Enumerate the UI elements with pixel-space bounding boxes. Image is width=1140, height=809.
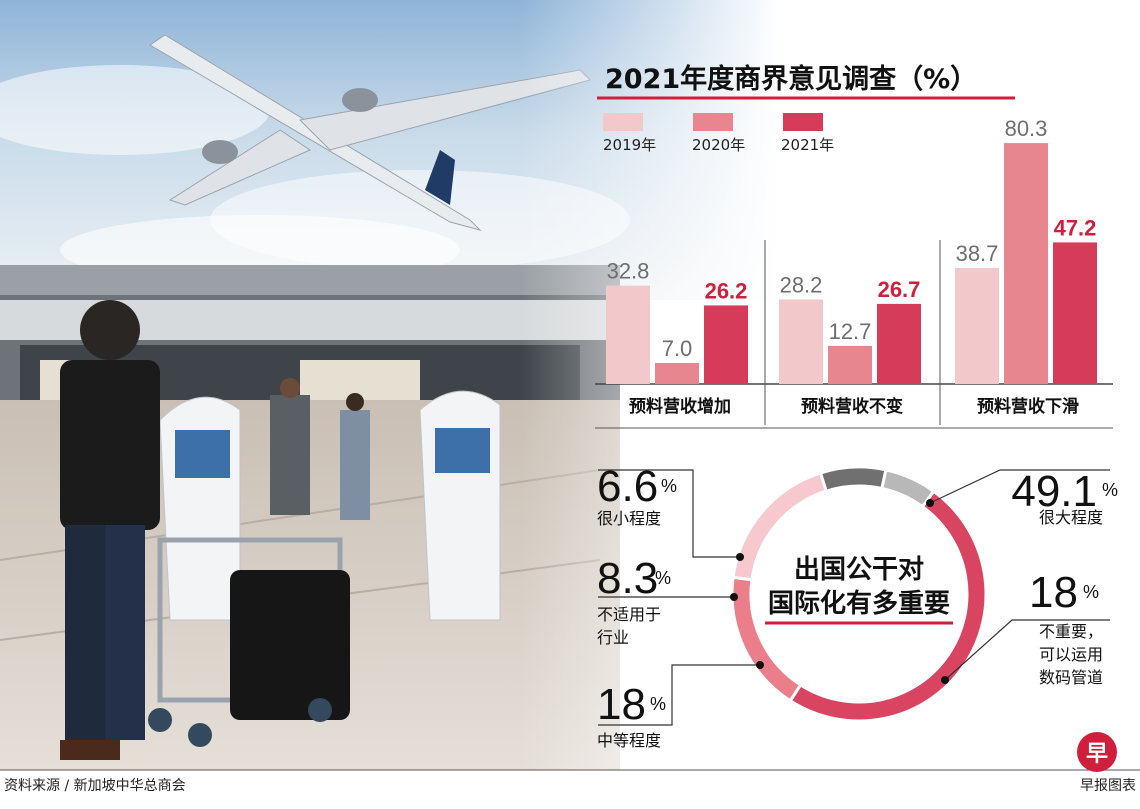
bar-group: [606, 143, 1097, 384]
donut-unit-small: %: [661, 476, 677, 496]
bar-value-labels: 32.8 7.0 26.2 28.212.726.7 38.7 80.3 47.2: [607, 116, 1097, 361]
bar-2-2019年: [779, 299, 823, 384]
bar-value-label: 32.8: [607, 259, 650, 284]
donut-label-unimportant: 18 % 不重要， 可以运用 数码管道: [1029, 568, 1103, 687]
donut-unit-na: %: [655, 568, 671, 588]
donut-text-unimportant-line2: 可以运用: [1039, 645, 1103, 664]
zaobao-logo-char: 早: [1086, 742, 1108, 767]
donut-unit-medium: %: [650, 694, 666, 714]
donut-text-large: 很大程度: [1039, 508, 1103, 527]
legend-swatch-2019: [603, 113, 643, 131]
legend-label-2021: 2021年: [781, 136, 834, 154]
category-label: 预料营收不变: [801, 396, 903, 417]
donut-chart: [730, 465, 988, 723]
donut-value-na: 8.3: [597, 554, 658, 603]
donut-text-medium: 中等程度: [597, 731, 661, 750]
leader-dot-small: [736, 553, 744, 561]
legend-swatch-2021: [783, 113, 823, 131]
leader-dot-unimportant: [941, 676, 949, 684]
legend-swatch-2020: [693, 113, 733, 131]
leader-dot-large: [926, 499, 934, 507]
bar-value-label: 26.2: [705, 278, 748, 303]
leader-medium: [598, 664, 760, 726]
bar-2-2021年: [877, 303, 921, 384]
bar-value-label: 7.0: [662, 336, 693, 361]
donut-label-large: 49.1 % 很大程度: [1011, 467, 1118, 527]
bar-3-2019年: [955, 267, 999, 384]
bar-value-label: 47.2: [1054, 215, 1097, 240]
donut-label-medium: 18 % 中等程度: [597, 680, 666, 750]
leader-dot-na: [730, 593, 738, 601]
donut-slice-small: [880, 468, 936, 509]
zaobao-logo-icon: [1077, 732, 1117, 772]
bar-3-2021年: [1053, 242, 1097, 384]
category-label: 预料营收下滑: [977, 396, 1079, 417]
donut-label-na: 8.3 % 不适用于 行业: [597, 554, 671, 647]
legend-label-2020: 2020年: [692, 136, 745, 154]
bar-value-label: 38.7: [956, 241, 999, 266]
donut-center-title-line1: 出国公干对: [794, 555, 924, 585]
category-label: 预料营收增加: [629, 396, 731, 417]
legend-label-2019: 2019年: [603, 136, 656, 154]
bar-legend: 2019年 2020年 2021年: [603, 113, 834, 154]
donut-label-small: 6.6 % 很小程度: [597, 462, 677, 528]
source-note: 资料来源 / 新加坡中华总商会: [4, 778, 186, 794]
bar-2-2020年: [828, 345, 872, 384]
donut-text-unimportant-line3: 数码管道: [1039, 668, 1103, 687]
donut-leader-lines: [598, 469, 1110, 726]
donut-value-unimportant: 18: [1029, 568, 1078, 617]
donut-text-unimportant-line1: 不重要，: [1039, 622, 1103, 641]
bar-value-label: 80.3: [1005, 116, 1048, 141]
category-labels: 预料营收增加 预料营收不变 预料营收下滑: [629, 396, 1079, 417]
donut-value-large: 49.1: [1011, 467, 1097, 516]
bar-value-label: 12.7: [829, 319, 872, 344]
leader-dot-medium: [756, 661, 764, 669]
donut-slice-na: [818, 465, 888, 493]
donut-unit-large: %: [1102, 480, 1118, 500]
airport-photo: [0, 0, 780, 770]
bar-3-2020年: [1004, 143, 1048, 384]
bar-1-2020年: [655, 363, 699, 384]
bar-1-2019年: [606, 285, 650, 384]
graphic-credit: 早报图表: [1080, 778, 1136, 794]
leader-large: [929, 469, 1110, 504]
donut-center-title-line2: 国际化有多重要: [768, 589, 950, 619]
bar-value-label: 26.7: [878, 277, 921, 302]
donut-text-na-line2: 行业: [597, 628, 629, 647]
donut-unit-unimportant: %: [1083, 582, 1099, 602]
bar-value-label: 28.2: [780, 272, 823, 297]
donut-leader-dots: [730, 499, 949, 684]
donut-value-medium: 18: [597, 680, 646, 729]
leader-small: [598, 469, 740, 558]
leader-unimportant: [944, 619, 1110, 681]
donut-value-small: 6.6: [597, 462, 658, 511]
donut-text-small: 很小程度: [597, 509, 661, 528]
bar-1-2021年: [704, 305, 748, 384]
bar-chart-title: 2021年度商界意见调查（%）: [605, 63, 977, 95]
donut-text-na-line1: 不适用于: [597, 605, 661, 624]
